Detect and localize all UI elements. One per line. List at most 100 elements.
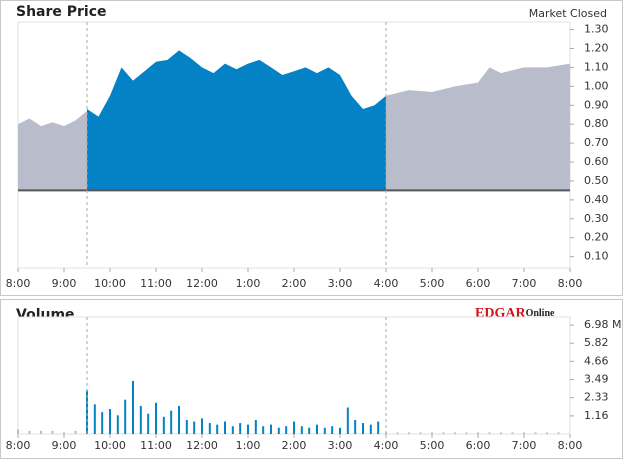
y-tick-label: 1.16 bbox=[584, 409, 609, 422]
volume-bar bbox=[28, 430, 31, 434]
y-tick-label: 0.80 bbox=[584, 117, 609, 130]
volume-bar bbox=[331, 426, 334, 434]
volume-bar bbox=[339, 427, 341, 434]
x-tick-label: 10:00 bbox=[94, 277, 126, 290]
market-status: Market Closed bbox=[529, 7, 607, 20]
volume-bar bbox=[239, 423, 242, 434]
volume-bar bbox=[155, 402, 157, 434]
x-tick-label: 2:00 bbox=[282, 277, 307, 290]
x-tick-label: 3:00 bbox=[328, 277, 353, 290]
volume-bar bbox=[17, 429, 19, 434]
x-tick-label: 12:00 bbox=[186, 277, 218, 290]
volume-bar bbox=[262, 426, 265, 434]
x-tick-label: 3:00 bbox=[328, 439, 353, 452]
volume-bar bbox=[546, 432, 548, 434]
x-tick-label: 1:00 bbox=[236, 277, 261, 290]
y-tick-label: 6.98 M bbox=[584, 318, 621, 331]
volume-bar bbox=[308, 427, 311, 434]
volume-bar bbox=[346, 407, 349, 434]
volume-bar bbox=[465, 432, 468, 434]
volume-bar bbox=[201, 418, 203, 434]
volume-bar bbox=[139, 405, 142, 434]
volume-bar bbox=[254, 419, 257, 434]
volume-bar bbox=[86, 390, 88, 434]
y-tick-label: 0.50 bbox=[584, 174, 609, 187]
price-area bbox=[87, 50, 386, 191]
volume-bar bbox=[101, 412, 104, 434]
volume-bar bbox=[500, 432, 502, 434]
volume-bar bbox=[477, 432, 479, 434]
x-tick-label: 4:00 bbox=[374, 277, 399, 290]
y-tick-label: 0.90 bbox=[584, 98, 609, 111]
x-tick-label: 7:00 bbox=[512, 439, 537, 452]
volume-bar bbox=[277, 427, 280, 434]
volume-bar bbox=[132, 380, 134, 434]
y-tick-label: 0.30 bbox=[584, 212, 609, 225]
volume-bar bbox=[285, 426, 288, 434]
volume-bar bbox=[523, 432, 525, 434]
price-area bbox=[386, 63, 570, 191]
x-tick-label: 8:00 bbox=[6, 277, 31, 290]
volume-bar bbox=[316, 424, 318, 434]
y-tick-label: 0.60 bbox=[584, 155, 609, 168]
volume-bar bbox=[488, 432, 491, 434]
x-tick-label: 8:00 bbox=[558, 439, 583, 452]
volume-bar bbox=[247, 424, 249, 434]
y-tick-label: 1.00 bbox=[584, 79, 609, 92]
logo-sub: Online bbox=[526, 308, 555, 319]
x-tick-label: 7:00 bbox=[512, 277, 537, 290]
volume-bar bbox=[216, 424, 219, 434]
volume-bar bbox=[396, 432, 399, 434]
volume-bar bbox=[362, 423, 364, 434]
volume-bar bbox=[208, 423, 211, 434]
y-tick-label: 0.20 bbox=[584, 231, 609, 244]
price-area bbox=[18, 110, 87, 191]
x-tick-label: 10:00 bbox=[94, 439, 126, 452]
x-tick-label: 2:00 bbox=[282, 439, 307, 452]
x-tick-label: 9:00 bbox=[52, 277, 77, 290]
volume-bar bbox=[63, 432, 65, 434]
volume-bar bbox=[185, 419, 188, 434]
volume-bar bbox=[442, 432, 445, 434]
y-tick-label: 4.66 bbox=[584, 354, 609, 367]
volume-bar bbox=[408, 432, 410, 434]
y-tick-label: 3.49 bbox=[584, 373, 609, 386]
volume-bar bbox=[124, 399, 127, 434]
x-tick-label: 11:00 bbox=[140, 277, 172, 290]
volume-bar bbox=[369, 424, 372, 434]
volume-bar bbox=[293, 421, 295, 434]
volume-bar bbox=[193, 421, 196, 434]
volume-bar bbox=[40, 430, 42, 434]
volume-bar bbox=[93, 404, 96, 434]
volume-bar bbox=[162, 416, 165, 434]
volume-bar bbox=[147, 413, 150, 434]
volume-bar bbox=[178, 405, 180, 434]
volume-bar bbox=[377, 421, 380, 434]
volume-bar bbox=[323, 427, 326, 434]
volume-bar bbox=[109, 409, 111, 434]
y-tick-label: 5.82 bbox=[584, 336, 609, 349]
volume-bar bbox=[534, 432, 537, 434]
x-tick-label: 6:00 bbox=[466, 439, 491, 452]
y-tick-label: 0.70 bbox=[584, 136, 609, 149]
y-tick-label: 0.40 bbox=[584, 193, 609, 206]
y-tick-label: 1.20 bbox=[584, 41, 609, 54]
volume-bar bbox=[431, 432, 433, 434]
volume-bar bbox=[170, 410, 173, 434]
x-tick-label: 5:00 bbox=[420, 439, 445, 452]
x-tick-label: 8:00 bbox=[6, 439, 31, 452]
volume-bar bbox=[511, 432, 514, 434]
volume-bar bbox=[51, 430, 54, 434]
plot-area bbox=[17, 316, 571, 435]
panel-title: Share Price bbox=[16, 4, 107, 20]
x-tick-label: 4:00 bbox=[374, 439, 399, 452]
x-tick-label: 9:00 bbox=[52, 439, 77, 452]
volume-bar bbox=[74, 430, 77, 434]
volume-bar bbox=[300, 426, 303, 434]
volume-bar bbox=[116, 415, 119, 434]
y-tick-label: 0.10 bbox=[584, 250, 609, 263]
x-tick-label: 11:00 bbox=[140, 439, 172, 452]
volume-bar bbox=[454, 432, 456, 434]
x-tick-label: 5:00 bbox=[420, 277, 445, 290]
